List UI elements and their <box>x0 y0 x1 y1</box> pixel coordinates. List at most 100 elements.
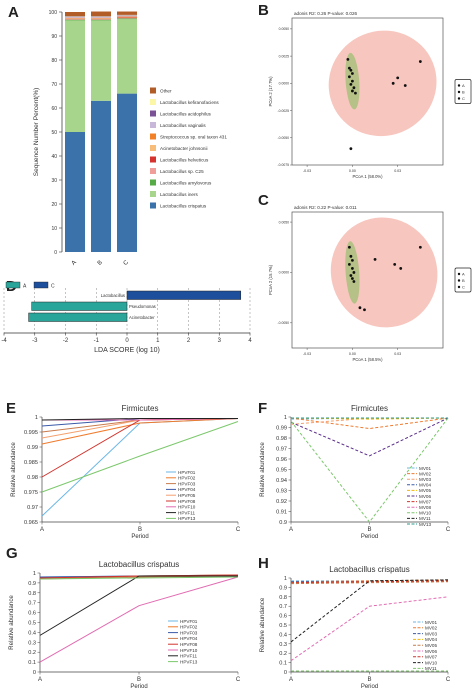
b-y-tick-label: 0.0050 <box>279 27 289 31</box>
g-y-axis-label: Relative abundance <box>8 595 15 650</box>
h-x-axis-label: Period <box>361 684 378 688</box>
h-legend-label: MV07 <box>425 655 437 660</box>
b-legend-dot <box>457 90 461 94</box>
h-legend-label: MV05 <box>425 643 437 648</box>
g-y-tick-label: 0.8 <box>28 591 36 597</box>
f-legend-label: MV06 <box>419 494 431 499</box>
panel-label-a: A <box>8 4 19 21</box>
e-legend-label: HPVF13 <box>178 516 196 521</box>
b-point <box>351 89 354 93</box>
a-y-tick-label: 50 <box>51 130 57 136</box>
c-point <box>349 254 353 258</box>
a-legend-label: Lactobacillus iners <box>160 192 198 197</box>
f-y-tick-label: 0.95 <box>276 468 287 474</box>
g-x-tick-label: C <box>236 677 241 683</box>
f-x-tick-label: C <box>446 527 451 533</box>
h-legend-label: MV04 <box>425 637 437 642</box>
e-legend-label: HPVF05 <box>178 493 196 498</box>
b-point <box>351 72 354 75</box>
b-y-tick-label: 0.0025 <box>279 54 289 58</box>
h-series-line <box>290 580 449 584</box>
g-y-tick-label: 0.6 <box>28 611 36 617</box>
a-bar-segment <box>65 20 85 132</box>
a-bar-segment <box>91 17 111 18</box>
g-legend-label: HPVF02 <box>180 625 198 630</box>
e-y-tick-label: 0.995 <box>24 430 38 436</box>
b-x-axis-label: PCoA 1 (58.0%) <box>352 174 383 179</box>
panel-label-g: G <box>6 545 18 562</box>
g-y-tick-label: 0.9 <box>28 581 36 587</box>
c-y-tick-label: 0.0000 <box>279 271 289 275</box>
h-y-tick-label: 0 <box>284 670 287 676</box>
a-y-tick-label: 0 <box>54 250 57 256</box>
a-y-tick-label: 20 <box>51 202 57 208</box>
c-point <box>418 245 422 249</box>
e-legend-label: HPVF03 <box>178 481 196 486</box>
g-legend-label: HPVF13 <box>180 659 198 664</box>
a-y-tick-label: 90 <box>51 34 57 40</box>
b-point <box>352 86 356 90</box>
c-point <box>347 262 351 266</box>
d-x-tick-label: 2 <box>187 338 191 344</box>
c-ellipse-b <box>345 241 360 304</box>
c-legend-label: B <box>462 278 465 283</box>
c-point <box>399 267 403 270</box>
h-series-line <box>290 580 449 584</box>
a-legend-label: Lactobacillus acidophilus <box>160 112 212 117</box>
a-legend-swatch <box>150 133 156 140</box>
h-y-tick-label: 0.6 <box>279 614 287 620</box>
a-bar-segment <box>117 19 137 94</box>
h-y-tick-label: 1 <box>284 576 287 582</box>
a-y-tick-label: 60 <box>51 106 57 112</box>
a-y-axis-label: Sequence Number Percent(%) <box>33 88 40 177</box>
g-y-tick-label: 0 <box>33 670 36 676</box>
c-x-axis-label: PCoA 1 (58.5%) <box>352 357 383 362</box>
h-series-line <box>291 579 449 582</box>
g-series-line <box>39 575 238 636</box>
panel-label-f: F <box>258 400 268 417</box>
h-series-line <box>290 581 449 585</box>
e-legend-label: HPVF02 <box>178 476 196 481</box>
f-series-line <box>290 417 449 420</box>
a-bar-segment <box>117 15 137 17</box>
h-x-tick-label: C <box>446 677 451 683</box>
c-x-tick-label: -0.03 <box>303 352 311 356</box>
f-legend-label: MV02 <box>419 471 431 476</box>
f-y-axis-label: Relative abundance <box>259 442 266 497</box>
c-x-tick-label: 0.00 <box>349 352 356 356</box>
c-legend-dot <box>457 285 461 289</box>
c-legend-label: C <box>462 285 465 290</box>
a-bar-segment <box>65 19 85 21</box>
g-y-tick-label: 1 <box>33 571 36 577</box>
e-title: Firmicutes <box>122 404 159 413</box>
c-point <box>363 308 366 312</box>
h-legend-label: MV01 <box>425 620 437 625</box>
panel-label-b: B <box>258 2 269 19</box>
a-y-tick-label: 80 <box>51 58 57 64</box>
f-legend-label: MV11 <box>419 516 431 521</box>
b-point <box>354 91 357 95</box>
c-ellipse-a <box>330 217 438 328</box>
d-x-tick-label: -3 <box>32 338 38 344</box>
h-y-axis-label: Relative abundance <box>259 597 266 652</box>
f-series-line <box>290 417 449 430</box>
f-y-tick-label: 0.97 <box>276 447 287 453</box>
f-series-line <box>290 417 449 457</box>
h-series-line <box>290 596 449 662</box>
b-y-tick-label: 0.0000 <box>279 82 289 86</box>
e-series-line <box>41 418 239 478</box>
d-bar <box>28 312 128 322</box>
b-y-tick-label: -0.0025 <box>278 109 290 113</box>
c-point <box>373 257 377 261</box>
f-legend-label: MV01 <box>419 466 431 471</box>
h-series-line <box>290 579 449 583</box>
e-series-line <box>41 421 239 493</box>
d-bar <box>31 301 128 311</box>
e-y-tick-label: 0.99 <box>27 445 38 451</box>
e-series-line <box>41 418 239 517</box>
a-bar-segment <box>91 20 111 101</box>
f-legend-label: MV07 <box>419 499 431 504</box>
d-legend-label: A <box>23 284 27 290</box>
g-y-tick-label: 0.2 <box>28 650 36 656</box>
h-y-tick-label: 0.5 <box>279 623 287 629</box>
